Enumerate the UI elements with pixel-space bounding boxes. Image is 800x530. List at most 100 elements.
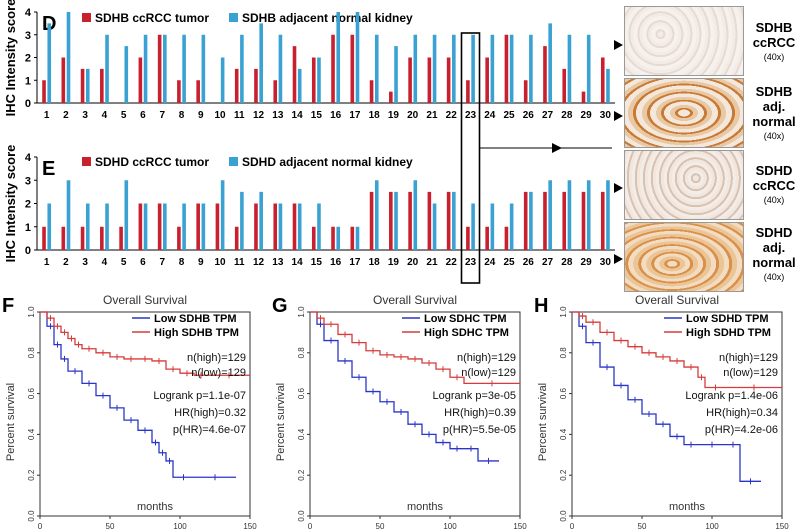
x-tick-label: 4 (102, 257, 108, 268)
n-low-text: n(low)=129 (461, 367, 516, 379)
sdhd-normal-ihc-image (624, 222, 744, 292)
bar-tumor (234, 226, 239, 250)
p-hr-text: p(HR)=5.5e-05 (443, 424, 516, 436)
bar-tumor (446, 57, 451, 103)
x-tick-label: 2 (63, 110, 69, 121)
bar-tumor (273, 203, 278, 250)
x-axis-label: months (669, 501, 706, 513)
bar-tumor (350, 226, 355, 250)
legend-label-high: High SDHC TPM (424, 327, 509, 339)
x-tick-label: 29 (581, 110, 593, 121)
y-tick-label: 0 (25, 245, 31, 257)
bar-normal (105, 203, 109, 250)
bar-normal (394, 46, 398, 103)
bar-tumor (157, 34, 162, 103)
bar-normal (432, 203, 437, 250)
ihc-magnification: (40x) (763, 195, 785, 205)
y-tick-label: 0.2 (559, 469, 568, 481)
ihc-caption-sdhd-normal: SDHD adj. normal (40x) (749, 225, 799, 285)
bar-normal (586, 34, 591, 103)
image-pointers (614, 40, 623, 264)
bar-normal (220, 57, 225, 103)
x-tick-label: 10 (214, 110, 226, 121)
x-tick-label: 28 (561, 257, 573, 268)
n-high-text: n(high)=129 (719, 352, 778, 364)
bar-normal (529, 191, 533, 250)
x-tick-label: 16 (330, 257, 342, 268)
x-tick-label: 5 (121, 257, 127, 268)
x-tick-label: 20 (407, 110, 419, 121)
bar-tumor (42, 226, 46, 250)
bar-normal (220, 180, 225, 250)
y-tick-label: 0.0 (27, 510, 36, 522)
highlight-pointer-arrow (552, 143, 562, 153)
bar-normal (548, 180, 552, 250)
bar-normal (163, 34, 167, 103)
panel-letter: G (272, 295, 288, 317)
bar-normal (85, 68, 90, 103)
x-tick-label: 50 (106, 522, 115, 530)
y-tick-label: 0.0 (559, 510, 568, 522)
legend-label-high: High SDHD TPM (686, 327, 771, 339)
bar-tumor (215, 203, 220, 250)
y-axis-label: IHC Intensity score (3, 145, 18, 263)
bar-tumor (485, 57, 489, 103)
x-tick-label: 4 (102, 110, 108, 121)
y-axis-label: Percent survival (275, 383, 287, 461)
plot-title: Overall Survival (103, 293, 187, 307)
bar-tumor (562, 191, 567, 250)
bar-normal (471, 203, 475, 250)
ihc-magnification: (40x) (763, 52, 785, 62)
x-tick-label: 6 (140, 110, 146, 121)
bar-tumor (311, 57, 316, 103)
x-tick-label: 22 (446, 257, 458, 268)
x-tick-label: 1 (44, 257, 50, 268)
y-tick-label: 0.8 (559, 347, 568, 359)
x-tick-label: 100 (705, 522, 719, 530)
n-low-text: n(low)=129 (191, 367, 246, 379)
bar-normal (143, 34, 148, 103)
y-tick-label: 0.8 (297, 347, 306, 359)
x-tick-label: 21 (426, 257, 438, 268)
x-tick-label: 20 (407, 257, 419, 268)
legend-label-high: High SDHB TPM (154, 327, 239, 339)
hr-text: HR(high)=0.32 (174, 407, 246, 419)
logrank-text: Logrank p=1.1e-07 (153, 390, 246, 402)
x-tick-label: 24 (484, 110, 496, 121)
y-tick-label: 3 (25, 175, 31, 187)
x-tick-label: 50 (638, 522, 647, 530)
bar-normal (182, 34, 186, 103)
bar-normal (452, 191, 456, 250)
x-tick-label: 30 (600, 257, 612, 268)
ihc-tissue: ccRCC (752, 35, 796, 50)
x-tick-label: 25 (503, 257, 515, 268)
bar-tumor (234, 68, 239, 103)
hr-text: HR(high)=0.39 (444, 407, 516, 419)
bar-normal (413, 34, 418, 103)
x-tick-label: 12 (253, 110, 265, 121)
x-tick-label: 100 (443, 522, 457, 530)
legend-swatch-tumor (82, 157, 91, 166)
bar-tumor (177, 80, 181, 103)
bar-tumor (543, 191, 547, 250)
bar-tumor (254, 68, 258, 103)
legend-label-normal: SDHD adjacent normal kidney (242, 155, 413, 169)
x-tick-label: 23 (465, 110, 477, 121)
pointer-arrow (614, 183, 623, 193)
ihc-gene: SDHB (755, 84, 793, 99)
bar-normal (374, 34, 379, 103)
p-hr-text: p(HR)=4.2e-06 (705, 424, 778, 436)
x-tick-label: 15 (311, 110, 323, 121)
y-tick-label: 0.4 (559, 428, 568, 440)
x-tick-label: 7 (159, 110, 165, 121)
bar-tumor (196, 203, 200, 250)
y-tick-label: 0.8 (27, 347, 36, 359)
bar-normal (163, 203, 167, 250)
x-tick-label: 0 (38, 522, 43, 530)
bar-tumor (331, 34, 335, 103)
bar-normal (124, 180, 129, 250)
legend-label-tumor: SDHB ccRCC tumor (95, 11, 209, 25)
x-tick-label: 9 (198, 110, 204, 121)
legend-swatch-tumor (82, 13, 91, 22)
logrank-text: Logrank p=1.4e-06 (685, 390, 778, 402)
